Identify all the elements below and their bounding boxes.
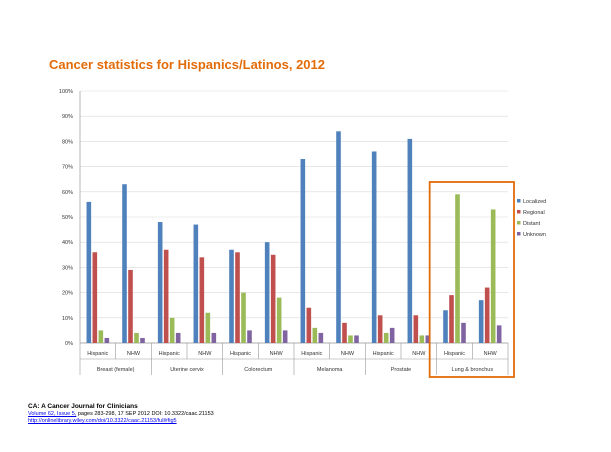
legend-swatch [517,221,521,225]
group-label: Uterine cervix [170,367,204,373]
y-tick-label: 70% [62,165,73,171]
bar [282,330,288,343]
bar [377,315,383,343]
bar [455,194,460,343]
citation-journal: CA: A Cancer Journal for Clinicians [28,403,138,410]
bar [104,337,110,343]
y-tick-label: 100% [59,89,73,95]
bar [86,201,92,343]
bar [336,131,341,343]
y-tick-label: 40% [62,240,73,246]
x-tick-label: Hispanic [301,351,322,357]
x-tick-label: NHW [127,351,141,357]
y-tick-label: 30% [62,265,73,271]
bar [98,330,104,343]
bar [425,335,431,343]
group-label: Lung & bronchus [452,367,494,373]
bar [383,332,389,343]
bar [193,224,199,343]
bar [140,337,145,343]
bar [348,335,353,343]
bar [241,292,246,343]
bar [449,295,454,343]
bar [122,184,127,343]
y-tick-label: 60% [62,190,73,196]
bar [276,297,282,343]
bar [371,151,377,343]
legend-label: Distant [523,221,541,227]
citation-details-line: Volume 62, Issue 5, pages 283-298, 17 SE… [28,411,214,418]
y-tick-label: 20% [62,291,73,297]
bar [318,332,324,343]
legend-swatch [517,210,521,214]
y-tick-label: 50% [62,215,73,221]
bar [354,335,359,343]
group-label: Colorectum [244,367,273,373]
bar [247,330,252,343]
bar [413,315,419,343]
bar [419,335,425,343]
group-label: Breast (female) [97,367,135,373]
x-tick-label: Hispanic [230,351,251,357]
citation-url-link[interactable]: http://onlinelibrary.wiley.com/doi/10.33… [28,418,177,425]
bar [205,312,211,343]
bar [128,269,133,343]
bar [211,332,217,343]
bar [270,254,276,343]
x-tick-label: NHW [341,351,355,357]
bar [92,252,98,343]
x-tick-label: NHW [198,351,212,357]
y-tick-label: 0% [65,341,73,347]
bar [461,322,466,343]
bar [484,287,490,343]
bar [163,249,169,343]
group-label: Prostate [391,367,411,373]
bar [235,252,240,343]
legend-label: Localized [523,199,546,205]
legend-label: Regional [523,210,545,216]
bar [175,332,181,343]
slide-title: Cancer statistics for Hispanics/Latinos,… [49,57,325,72]
legend-label: Unknown [523,232,546,238]
group-label: Melanoma [317,367,344,373]
citation-volume-link[interactable]: Volume 62, Issue 5, [28,411,77,417]
bar [443,310,448,343]
bar [312,327,318,343]
bar [264,242,270,343]
x-tick-label: Hispanic [87,351,108,357]
y-tick-label: 10% [62,316,73,322]
x-tick-label: Hispanic [373,351,394,357]
citation: CA: A Cancer Journal for Clinicians Volu… [28,403,214,425]
bar [169,317,175,343]
legend-swatch [517,199,521,203]
x-tick-label: NHW [412,351,426,357]
bar [407,138,413,343]
bar [157,222,163,343]
bar [490,209,496,343]
bar [342,322,347,343]
x-tick-label: NHW [270,351,284,357]
bar [300,159,306,343]
x-tick-label: NHW [484,351,498,357]
cancer-stats-bar-chart: 0% 10% 20% 30% 40% 50% 60% 70% 80% 90% 100% Hispani… [59,89,546,378]
y-tick-label: 90% [62,114,73,120]
bar [478,300,484,343]
highlight-box [428,181,515,378]
legend-swatch [517,232,521,236]
citation-details: pages 283-298, 17 SEP 2012 DOI: 10.3322/… [76,411,214,417]
bar [134,332,139,343]
bar [306,307,312,343]
x-tick-label: Hispanic [444,351,465,357]
bar [496,325,502,343]
y-tick-label: 80% [62,139,73,145]
bar [389,327,395,343]
bar [229,249,234,343]
bar [199,257,205,343]
x-tick-label: Hispanic [159,351,180,357]
